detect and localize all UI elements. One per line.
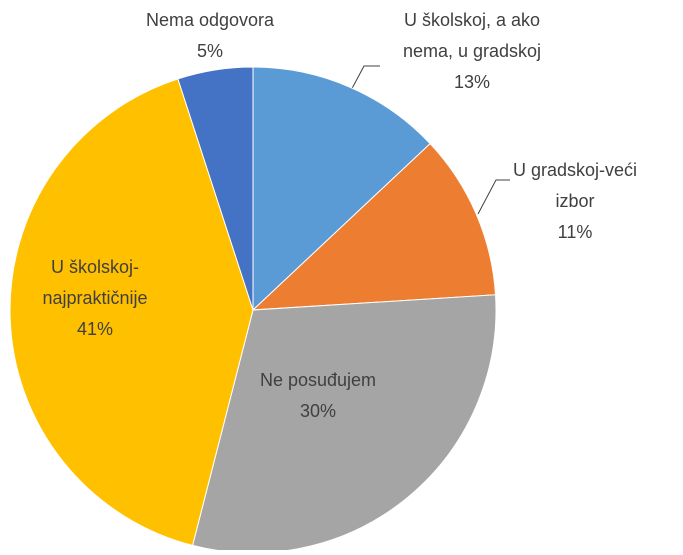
value-label: 41% — [77, 319, 113, 339]
value-label: 5% — [197, 41, 223, 61]
value-label: 11% — [558, 222, 593, 242]
pie-slice — [177, 66, 254, 311]
slice-label: Nema odgovora — [146, 10, 275, 30]
leader-line — [477, 179, 510, 215]
pie-slice — [252, 66, 431, 312]
slice-label: U gradskoj-veći izbor — [513, 160, 637, 211]
pie-slice — [9, 78, 254, 546]
pie-slice — [251, 142, 497, 311]
value-label: 30% — [300, 401, 336, 421]
slice-label: Ne posuđujem — [260, 370, 376, 390]
slice-label: U školskoj-najpraktičnije — [42, 257, 147, 308]
slice-label: U školskoj, a ako nema, u gradskoj — [403, 10, 541, 61]
leader-line — [347, 65, 380, 97]
value-label: 13% — [454, 72, 490, 92]
